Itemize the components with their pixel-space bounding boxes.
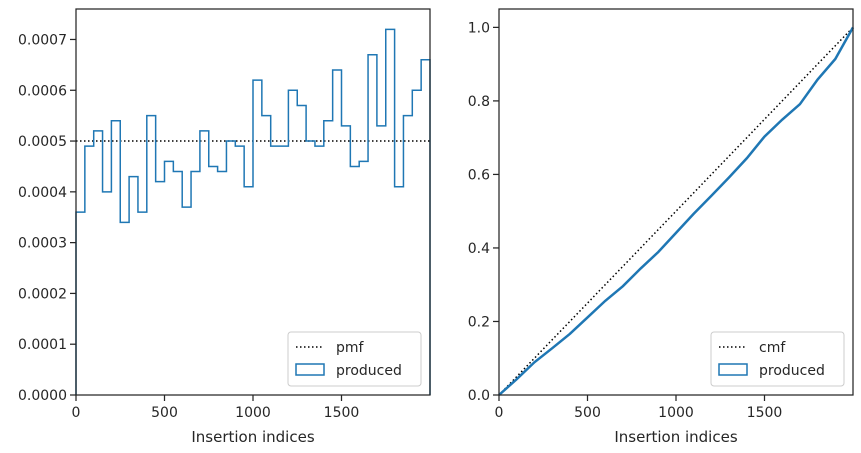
- x-axis-label: Insertion indices: [191, 428, 314, 446]
- x-tick-label: 0: [495, 405, 504, 421]
- x-tick-label: 1500: [747, 405, 783, 421]
- legend-label: cmf: [759, 340, 786, 356]
- y-tick-label: 0.0005: [18, 134, 67, 150]
- x-axis-label: Insertion indices: [614, 428, 737, 446]
- legend-label: produced: [759, 363, 825, 379]
- y-tick-label: 0.0006: [18, 83, 67, 99]
- y-tick-label: 0.2: [468, 314, 490, 330]
- legend-box: [710, 331, 845, 387]
- reference-line-cmf: [498, 26, 854, 396]
- produced-step-series: [75, 28, 431, 395]
- legend-label: pmf: [336, 340, 365, 356]
- legend-box: [287, 331, 422, 387]
- y-tick-label: 0.0003: [18, 236, 67, 252]
- y-tick-label: 1.0: [468, 20, 490, 36]
- y-tick-label: 0.0000: [18, 388, 67, 404]
- legend: pmf produced: [287, 331, 422, 387]
- legend-produced-swatch: [295, 363, 325, 376]
- x-tick-label: 500: [151, 405, 178, 421]
- y-tick-label: 0.0007: [18, 32, 67, 48]
- y-tick-label: 0.0004: [18, 185, 67, 201]
- x-tick-label: 500: [574, 405, 601, 421]
- legend-produced-swatch: [718, 363, 748, 376]
- legend-label: produced: [336, 363, 402, 379]
- x-tick-label: 1500: [324, 405, 360, 421]
- produced-cumulative-series: [498, 26, 855, 396]
- y-tick-label: 0.0: [468, 388, 490, 404]
- y-tick-label: 0.0002: [18, 286, 67, 302]
- y-tick-label: 0.0001: [18, 337, 67, 353]
- legend: cmf produced: [710, 331, 845, 387]
- x-tick-label: 1000: [658, 405, 694, 421]
- x-tick-label: 0: [72, 405, 81, 421]
- cmf-chart-panel: 0.0 0.2 0.4 0.6 0.8 1.0 0 500 1000 1500 Insertion …: [468, 8, 855, 446]
- y-tick-label: 0.8: [468, 94, 490, 110]
- y-tick-label: 0.4: [468, 241, 490, 257]
- x-tick-label: 1000: [235, 405, 271, 421]
- pmf-chart-panel: 0.0000 0.0001 0.0002 0.0003 0.0004 0.0005 0.00…: [18, 8, 431, 446]
- y-tick-label: 0.6: [468, 167, 490, 183]
